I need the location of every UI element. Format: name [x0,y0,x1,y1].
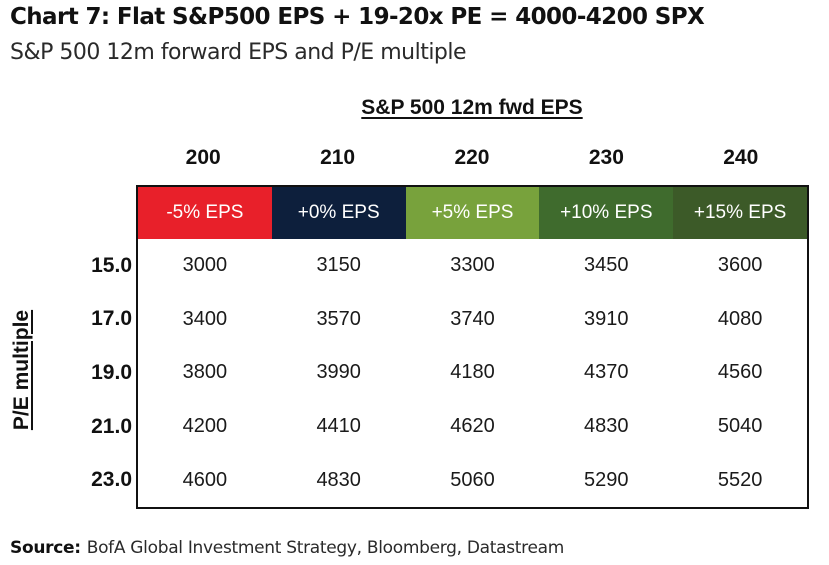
table-cell: 4180 [450,361,495,384]
row-tick-label: 15.0 [91,253,132,277]
chart-title: Chart 7: Flat S&P500 EPS + 19-20x PE = 4… [10,4,705,30]
table-cell: 4830 [316,468,361,491]
table-cell: 3600 [717,254,763,277]
table-row: 4200 4410 4620 4830 5040 [138,400,807,454]
row-tick-label: 23.0 [91,468,132,492]
table-cell: 5040 [717,415,763,438]
source-label: Source: [10,538,81,558]
table-cell: 4620 [450,415,495,438]
eps-scenario-header-cell: +10% EPS [539,187,674,239]
table-cell: 5290 [584,468,629,491]
table-cell: 5520 [717,468,763,491]
table-body: 3000 3150 3300 3450 3600 3400 3570 3740 … [138,239,807,507]
table-row: 4600 4830 5060 5290 5520 [138,453,807,507]
table-cell: 4600 [182,468,228,491]
table-row: 3800 3990 4180 4370 4560 [138,346,807,400]
table-cell: 3990 [316,361,361,384]
row-axis-title-text: P/E multiple [10,309,33,431]
row-tick-label: 21.0 [91,414,132,438]
table-cell: 4830 [584,415,629,438]
table-cell: 4560 [717,361,763,384]
table-cell: 4410 [316,415,361,438]
table-cell: 3150 [316,254,361,277]
table-cell: 3400 [182,307,228,330]
eps-pe-table: -5% EPS +0% EPS +5% EPS +10% EPS +15% EP… [136,185,809,509]
eps-scenario-header-cell: +5% EPS [405,187,540,239]
row-tick-labels: 15.0 17.0 19.0 21.0 23.0 [60,239,132,507]
eps-scenario-header-row: -5% EPS +0% EPS +5% EPS +10% EPS +15% EP… [138,187,807,239]
chart-subtitle: S&P 500 12m forward EPS and P/E multiple [10,40,467,65]
table-cell: 3800 [182,361,228,384]
table-cell: 3000 [182,254,228,277]
column-tick-label: 230 [588,146,624,169]
table-cell: 5060 [450,468,495,491]
table-cell: 3910 [584,307,629,330]
column-tick-label: 200 [185,146,221,169]
column-axis-title: S&P 500 12m fwd EPS [361,96,583,119]
table-cell: 3450 [584,254,629,277]
source-note: Source: BofA Global Investment Strategy, … [10,538,564,558]
table-cell: 3570 [316,307,361,330]
source-text: BofA Global Investment Strategy, Bloombe… [86,538,565,558]
table-cell: 4200 [182,415,228,438]
table-cell: 3740 [450,307,495,330]
column-tick-label: 210 [320,146,356,169]
eps-scenario-header-cell: -5% EPS [138,187,272,239]
column-tick-label: 240 [723,146,759,169]
table-cell: 4370 [584,361,629,384]
column-tick-label: 220 [454,146,490,169]
table-cell: 3300 [450,254,495,277]
table-row: 3400 3570 3740 3910 4080 [138,293,807,347]
column-tick-labels: 200 210 220 230 240 [136,146,808,170]
table-cell: 4080 [717,307,763,330]
row-tick-label: 17.0 [91,307,132,331]
eps-scenario-header-cell: +15% EPS [673,187,807,239]
row-tick-label: 19.0 [91,360,132,384]
eps-scenario-header-cell: +0% EPS [271,187,406,239]
table-row: 3000 3150 3300 3450 3600 [138,239,807,293]
